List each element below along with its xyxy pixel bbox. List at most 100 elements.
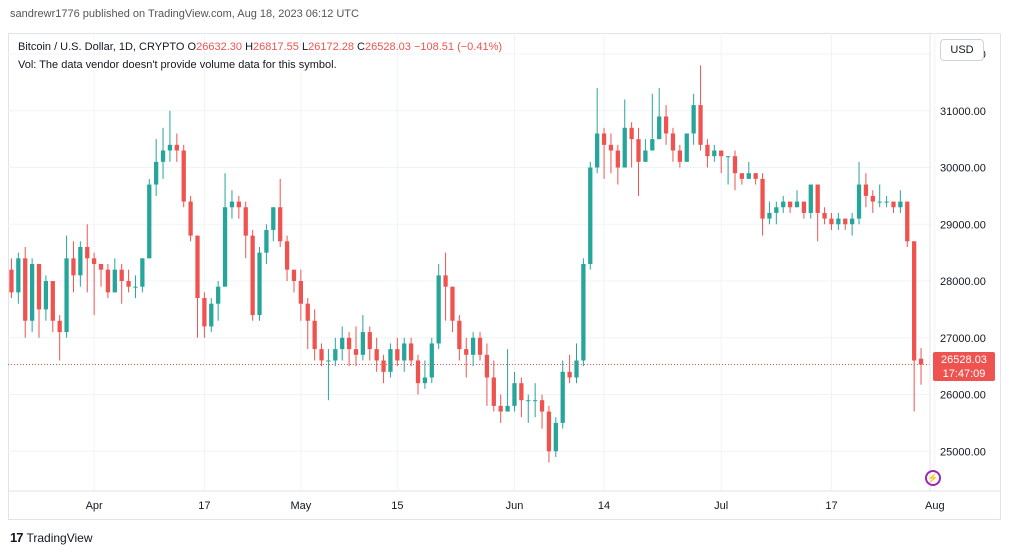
tradingview-logo: 17 TradingView: [10, 530, 93, 545]
last-price-value: 26528.03: [941, 354, 987, 366]
time-tick-label: 14: [598, 500, 610, 512]
time-tick-label: 17: [825, 500, 837, 512]
candle: [567, 354, 572, 384]
candle-body: [912, 241, 917, 361]
candle: [505, 349, 510, 412]
price-axis: 25000.00 26000.00 27000.00 28000.00 29000.00…: [940, 49, 986, 458]
candle-body: [346, 337, 352, 350]
candle: [746, 161, 751, 179]
candle: [863, 173, 869, 208]
candle-body: [519, 383, 524, 401]
candle: [36, 264, 42, 338]
candle: [374, 337, 379, 372]
candle-body: [105, 269, 111, 293]
symbol-label: Bitcoin / U.S. Dollar, 1D, CRYPTO: [18, 41, 185, 53]
candle: [698, 65, 703, 151]
candle: [884, 195, 889, 208]
candle: [560, 360, 565, 429]
candle: [477, 332, 483, 361]
price-tick-label: 29000.00: [940, 219, 986, 231]
candle-body: [450, 286, 455, 321]
candle-body: [436, 275, 441, 344]
time-tick-label: Apr: [86, 500, 103, 512]
price-tick-label: 28000.00: [940, 276, 986, 288]
candle-body: [684, 133, 689, 162]
candle: [739, 173, 745, 185]
candle-body: [291, 269, 297, 282]
candle: [781, 195, 786, 213]
candle: [484, 343, 490, 406]
candle: [271, 207, 276, 242]
candle-body: [595, 133, 600, 168]
candle: [519, 377, 524, 418]
candle: [856, 161, 862, 225]
candle: [732, 150, 738, 191]
candle: [849, 212, 855, 236]
candle: [78, 241, 83, 287]
price-tick-label: 30000.00: [940, 163, 986, 175]
candle-body: [319, 349, 324, 361]
candle: [429, 337, 434, 384]
candle: [526, 394, 531, 423]
candles: [9, 65, 924, 463]
candle: [608, 133, 614, 174]
candle-body: [98, 264, 104, 270]
candle: [595, 88, 600, 174]
candle: [216, 281, 221, 321]
candle: [126, 269, 131, 293]
candle-body: [381, 360, 386, 372]
compare-icon[interactable]: ⚡: [925, 470, 941, 486]
candle-body: [691, 105, 696, 134]
candle: [264, 224, 269, 264]
candle-body: [353, 349, 359, 355]
candle: [705, 139, 710, 168]
candle: [774, 201, 779, 225]
high-label: H: [245, 41, 254, 53]
candle-body: [877, 201, 882, 203]
ohlc-legend: Bitcoin / U.S. Dollar, 1D, CRYPTO O26632…: [18, 41, 502, 53]
candle-body: [574, 360, 579, 378]
candle: [112, 258, 117, 293]
candle: [250, 229, 255, 321]
countdown-timer: 17:47:09: [942, 368, 986, 380]
candle: [284, 235, 290, 282]
candle-body: [843, 218, 848, 225]
candle: [395, 337, 400, 367]
candle: [822, 207, 827, 225]
candle-body: [918, 358, 924, 365]
candle-body: [732, 156, 738, 174]
candle-body: [512, 383, 517, 406]
candle: [725, 156, 731, 185]
candle: [291, 269, 297, 293]
candle: [643, 139, 648, 162]
candle: [601, 127, 607, 179]
tradingview-logo-mark: 17: [10, 530, 24, 545]
price-chart[interactable]: 25000.00 26000.00 27000.00 28000.00 29000.00…: [8, 33, 1001, 520]
candle: [918, 348, 924, 385]
candle: [808, 184, 813, 219]
candle: [202, 292, 207, 338]
candle: [305, 298, 310, 350]
candle-body: [402, 343, 407, 361]
candle: [64, 235, 69, 338]
candle-body: [23, 258, 28, 321]
candle-body: [147, 184, 152, 259]
candle-body: [601, 133, 607, 145]
candle-body: [284, 241, 290, 270]
candle-body: [753, 173, 758, 179]
candle: [498, 394, 503, 423]
candle: [57, 315, 62, 361]
candle: [367, 326, 372, 361]
candle: [415, 354, 421, 395]
candle: [588, 161, 593, 270]
time-tick-label: 15: [391, 500, 403, 512]
time-tick-label: Jun: [506, 500, 524, 512]
currency-button[interactable]: USD: [940, 39, 984, 61]
candle-body: [229, 201, 235, 208]
candle: [539, 394, 545, 429]
candle: [801, 201, 807, 219]
candle-body: [271, 207, 276, 230]
candle-body: [781, 201, 786, 208]
candle: [443, 252, 448, 321]
candle-body: [608, 144, 614, 151]
